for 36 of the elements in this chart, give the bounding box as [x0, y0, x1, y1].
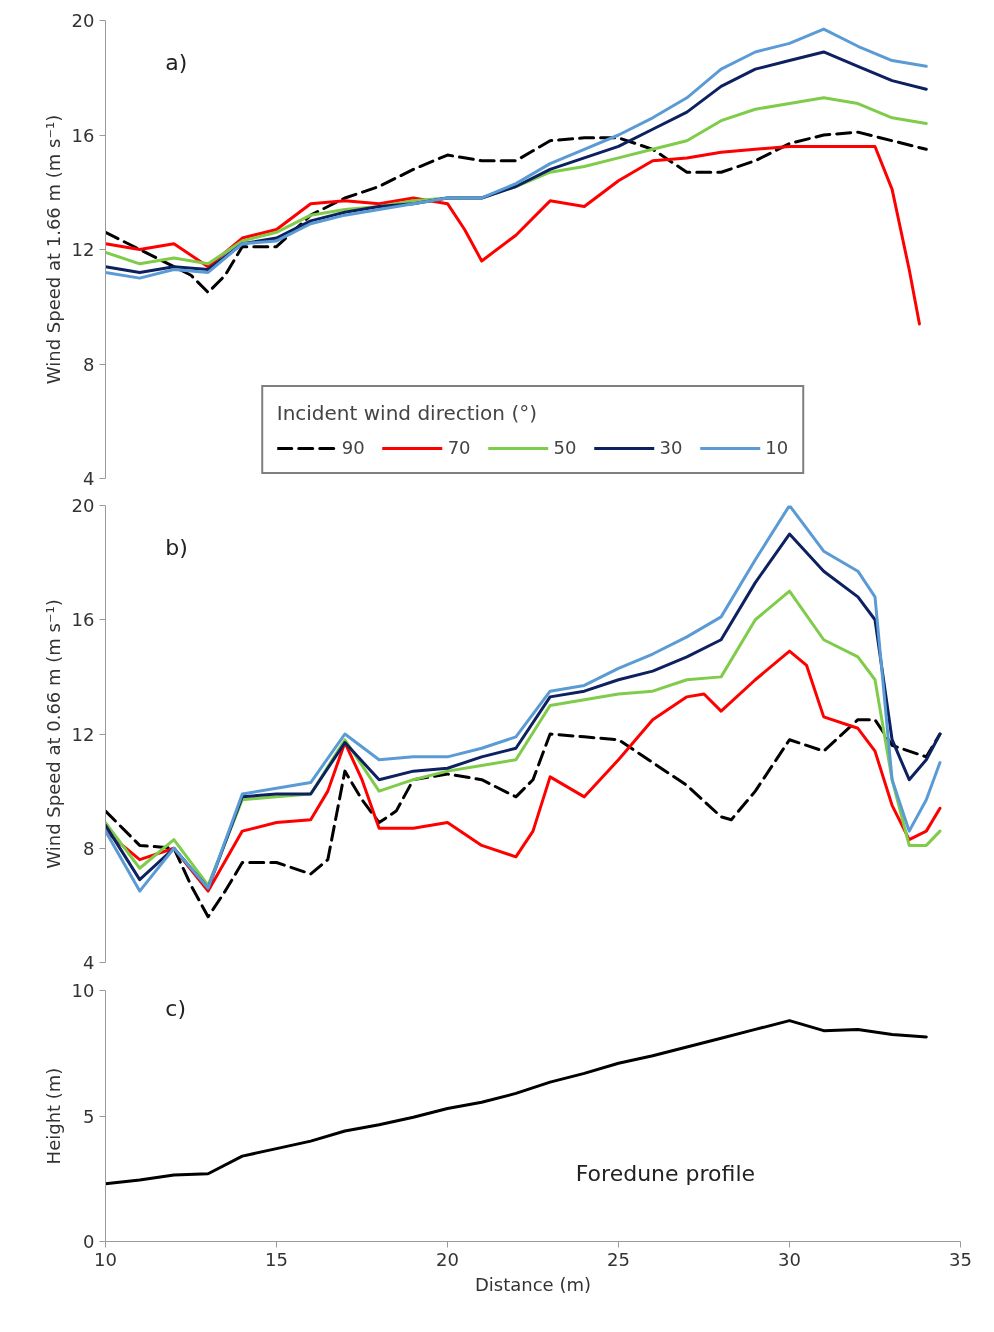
- x-tick-label: 30: [778, 1248, 801, 1270]
- y-tick-label: 20: [71, 495, 95, 516]
- y-tick-label: 4: [83, 952, 95, 973]
- annotation: b): [165, 535, 188, 561]
- legend-label: 90: [341, 437, 365, 458]
- y-axis-title: Wind Speed at 0.66 m (m s⁻¹): [42, 599, 64, 869]
- legend-label: 70: [447, 437, 471, 458]
- annotation: Foredune profile: [575, 1161, 756, 1187]
- legend-label: 10: [765, 437, 789, 458]
- y-tick-label: 4: [83, 468, 95, 489]
- line-series: [105, 649, 942, 893]
- y-tick-label: 16: [71, 124, 95, 146]
- y-tick-label: 8: [83, 353, 95, 375]
- x-tick-label: 20: [436, 1248, 459, 1270]
- y-tick-label: 5: [83, 1105, 95, 1127]
- y-axis-title: Height (m): [42, 1067, 64, 1165]
- y-tick-label: 12: [71, 239, 95, 260]
- line-series: [105, 1019, 928, 1186]
- y-tick-label: 12: [71, 723, 95, 745]
- line-series: [105, 144, 921, 326]
- legend-label: 30: [659, 437, 683, 458]
- x-tick-label: 25: [607, 1248, 630, 1270]
- x-tick-label: 35: [949, 1248, 972, 1270]
- y-tick-label: 10: [71, 980, 95, 1001]
- legend-title: Incident wind direction (°): [276, 401, 538, 425]
- legend-label: 50: [553, 437, 577, 458]
- y-tick-label: 16: [71, 609, 95, 631]
- y-axis-title: Wind Speed at 1.66 m (m s⁻¹): [42, 114, 64, 385]
- y-tick-label: 20: [71, 10, 95, 31]
- y-tick-label: 0: [83, 1231, 95, 1252]
- line-series: [105, 130, 928, 294]
- x-axis-title: Distance (m): [475, 1273, 592, 1295]
- y-tick-label: 8: [83, 837, 95, 859]
- annotation: c): [165, 995, 187, 1021]
- x-tick-label: 15: [265, 1248, 288, 1270]
- annotation: a): [165, 50, 188, 76]
